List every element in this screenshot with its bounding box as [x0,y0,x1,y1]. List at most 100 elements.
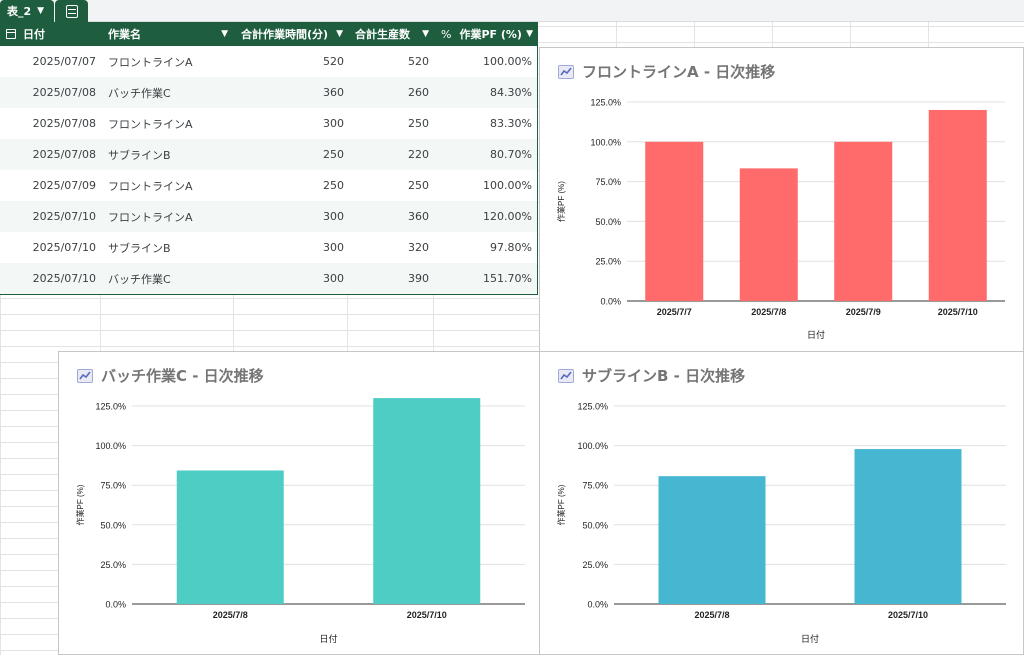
y-tick-label: 50.0% [100,520,126,530]
cell-pf[interactable]: 151.70% [483,272,532,285]
sheet-tab[interactable] [55,0,88,22]
percent-icon: % [441,27,452,41]
table-row[interactable]: 2025/07/08 フロントラインA 300 250 83.30% [0,108,537,139]
cell-total-minutes[interactable]: 250 [323,179,344,192]
bar-chart-svg: 0.0% 25.0% 50.0% 75.0% 100.0% 125.0% 2025/7/8 2… [556,402,1006,644]
y-tick-label: 0.0% [587,600,608,610]
table-row[interactable]: 2025/07/10 フロントラインA 300 360 120.00% [0,201,537,232]
column-header-total-output[interactable]: 合計生産数 ▼ [347,22,433,46]
cell-date[interactable]: 2025/07/08 [32,86,96,99]
x-tick-label: 2025/7/8 [751,307,786,317]
y-tick-label: 0.0% [600,297,621,307]
y-tick-label: 75.0% [100,481,126,491]
chart-frontline-a[interactable]: 0.0% 25.0% 50.0% 75.0% 100.0% 125.0% 2025/7/7 2… [539,47,1024,353]
bar [739,168,798,301]
column-header-total-minutes[interactable]: 合計作業時間(分) ▼ [233,22,347,46]
chart-title: フロントラインA - 日次推移 [558,61,775,82]
y-axis-title: 作業PF (%) [556,181,566,222]
cell-task[interactable]: バッチ作業C [108,86,171,100]
cell-date[interactable]: 2025/07/09 [32,179,96,192]
cell-total-output[interactable]: 360 [408,210,429,223]
table-tab-strip: 表_2 ▼ [0,0,1024,22]
y-tick-label: 75.0% [595,177,621,187]
y-tick-label: 0.0% [105,600,126,610]
column-header-label: 作業名 [108,28,141,41]
cell-total-output[interactable]: 250 [408,117,429,130]
y-axis-title: 作業PF (%) [556,484,566,525]
chart-subline-b[interactable]: 0.0% 25.0% 50.0% 75.0% 100.0% 125.0% 2025/7/8 2… [539,351,1024,655]
cell-total-minutes[interactable]: 360 [323,86,344,99]
x-tick-label: 2025/7/8 [694,610,729,620]
cell-pf[interactable]: 97.80% [490,241,532,254]
table-row[interactable]: 2025/07/08 バッチ作業C 360 260 84.30% [0,77,537,108]
chart-batch-c[interactable]: 0.0% 25.0% 50.0% 75.0% 100.0% 125.0% 2025/7/8 2… [58,351,540,655]
x-tick-label: 2025/7/7 [657,307,692,317]
calendar-icon [6,29,16,39]
cell-task[interactable]: フロントラインA [108,117,193,131]
data-table: 日付 作業名 ▼ 合計作業時間(分) ▼ 合計生産数 ▼ % 作業PF (%) … [0,22,538,295]
table-header-row: 日付 作業名 ▼ 合計作業時間(分) ▼ 合計生産数 ▼ % 作業PF (%) … [0,22,537,46]
cell-total-output[interactable]: 520 [408,55,429,68]
bar [373,398,481,604]
chart-title: サブラインB - 日次推移 [558,365,745,386]
chevron-down-icon[interactable]: ▼ [422,29,429,39]
cell-total-output[interactable]: 390 [408,272,429,285]
table-row[interactable]: 2025/07/10 バッチ作業C 300 390 151.70% [0,263,537,294]
chevron-down-icon[interactable]: ▼ [336,29,343,39]
column-header-date[interactable]: 日付 [6,22,100,46]
y-tick-label: 25.0% [595,257,621,267]
cell-total-output[interactable]: 250 [408,179,429,192]
cell-task[interactable]: フロントラインA [108,210,193,224]
table-row[interactable]: 2025/07/10 サブラインB 300 320 97.80% [0,232,537,263]
cell-total-minutes[interactable]: 300 [323,210,344,223]
cell-task[interactable]: フロントラインA [108,55,193,69]
x-tick-label: 2025/7/9 [846,307,881,317]
column-header-task[interactable]: 作業名 ▼ [108,22,232,46]
y-axis-title: 作業PF (%) [75,484,85,525]
chevron-down-icon[interactable]: ▼ [37,6,45,16]
cell-task[interactable]: バッチ作業C [108,272,171,286]
cell-task[interactable]: サブラインB [108,148,171,162]
bar-chart-svg: 0.0% 25.0% 50.0% 75.0% 100.0% 125.0% 2025/7/8 2… [75,398,525,644]
cell-pf[interactable]: 100.00% [483,179,532,192]
bar [645,141,704,301]
bar-chart-svg: 0.0% 25.0% 50.0% 75.0% 100.0% 125.0% 2025/7/7 2… [556,98,1005,340]
bar [928,109,987,302]
cell-total-minutes[interactable]: 250 [323,148,344,161]
cell-total-minutes[interactable]: 300 [323,117,344,130]
grid-column-line [433,22,434,655]
cell-task[interactable]: フロントラインA [108,179,193,193]
cell-total-minutes[interactable]: 300 [323,241,344,254]
cell-pf[interactable]: 83.30% [490,117,532,130]
cell-date[interactable]: 2025/07/08 [32,117,96,130]
cell-date[interactable]: 2025/07/08 [32,148,96,161]
table-row[interactable]: 2025/07/07 フロントラインA 520 520 100.00% [0,46,537,77]
bar [854,449,962,604]
cell-date[interactable]: 2025/07/10 [32,272,96,285]
cell-total-output[interactable]: 260 [408,86,429,99]
chevron-down-icon[interactable]: ▼ [526,29,533,39]
x-tick-label: 2025/7/10 [938,307,978,317]
y-tick-label: 50.0% [582,520,608,530]
chevron-down-icon[interactable]: ▼ [221,29,228,39]
cell-total-output[interactable]: 320 [408,241,429,254]
cell-pf[interactable]: 84.30% [490,86,532,99]
grid-column-line [233,22,234,655]
cell-pf[interactable]: 80.70% [490,148,532,161]
cell-pf[interactable]: 100.00% [483,55,532,68]
cell-date[interactable]: 2025/07/10 [32,210,96,223]
cell-pf[interactable]: 120.00% [483,210,532,223]
cell-total-minutes[interactable]: 300 [323,272,344,285]
table-row[interactable]: 2025/07/08 サブラインB 250 220 80.70% [0,139,537,170]
column-header-pf[interactable]: % 作業PF (%) ▼ [433,22,537,46]
cell-date[interactable]: 2025/07/10 [32,241,96,254]
table-row[interactable]: 2025/07/09 フロントラインA 250 250 100.00% [0,170,537,201]
cell-date[interactable]: 2025/07/07 [32,55,96,68]
bar [658,476,766,604]
cell-task[interactable]: サブラインB [108,241,171,255]
table-tab[interactable]: 表_2 ▼ [0,0,54,22]
column-header-label: 合計作業時間(分) [241,28,329,41]
cell-total-minutes[interactable]: 520 [323,55,344,68]
cell-total-output[interactable]: 220 [408,148,429,161]
